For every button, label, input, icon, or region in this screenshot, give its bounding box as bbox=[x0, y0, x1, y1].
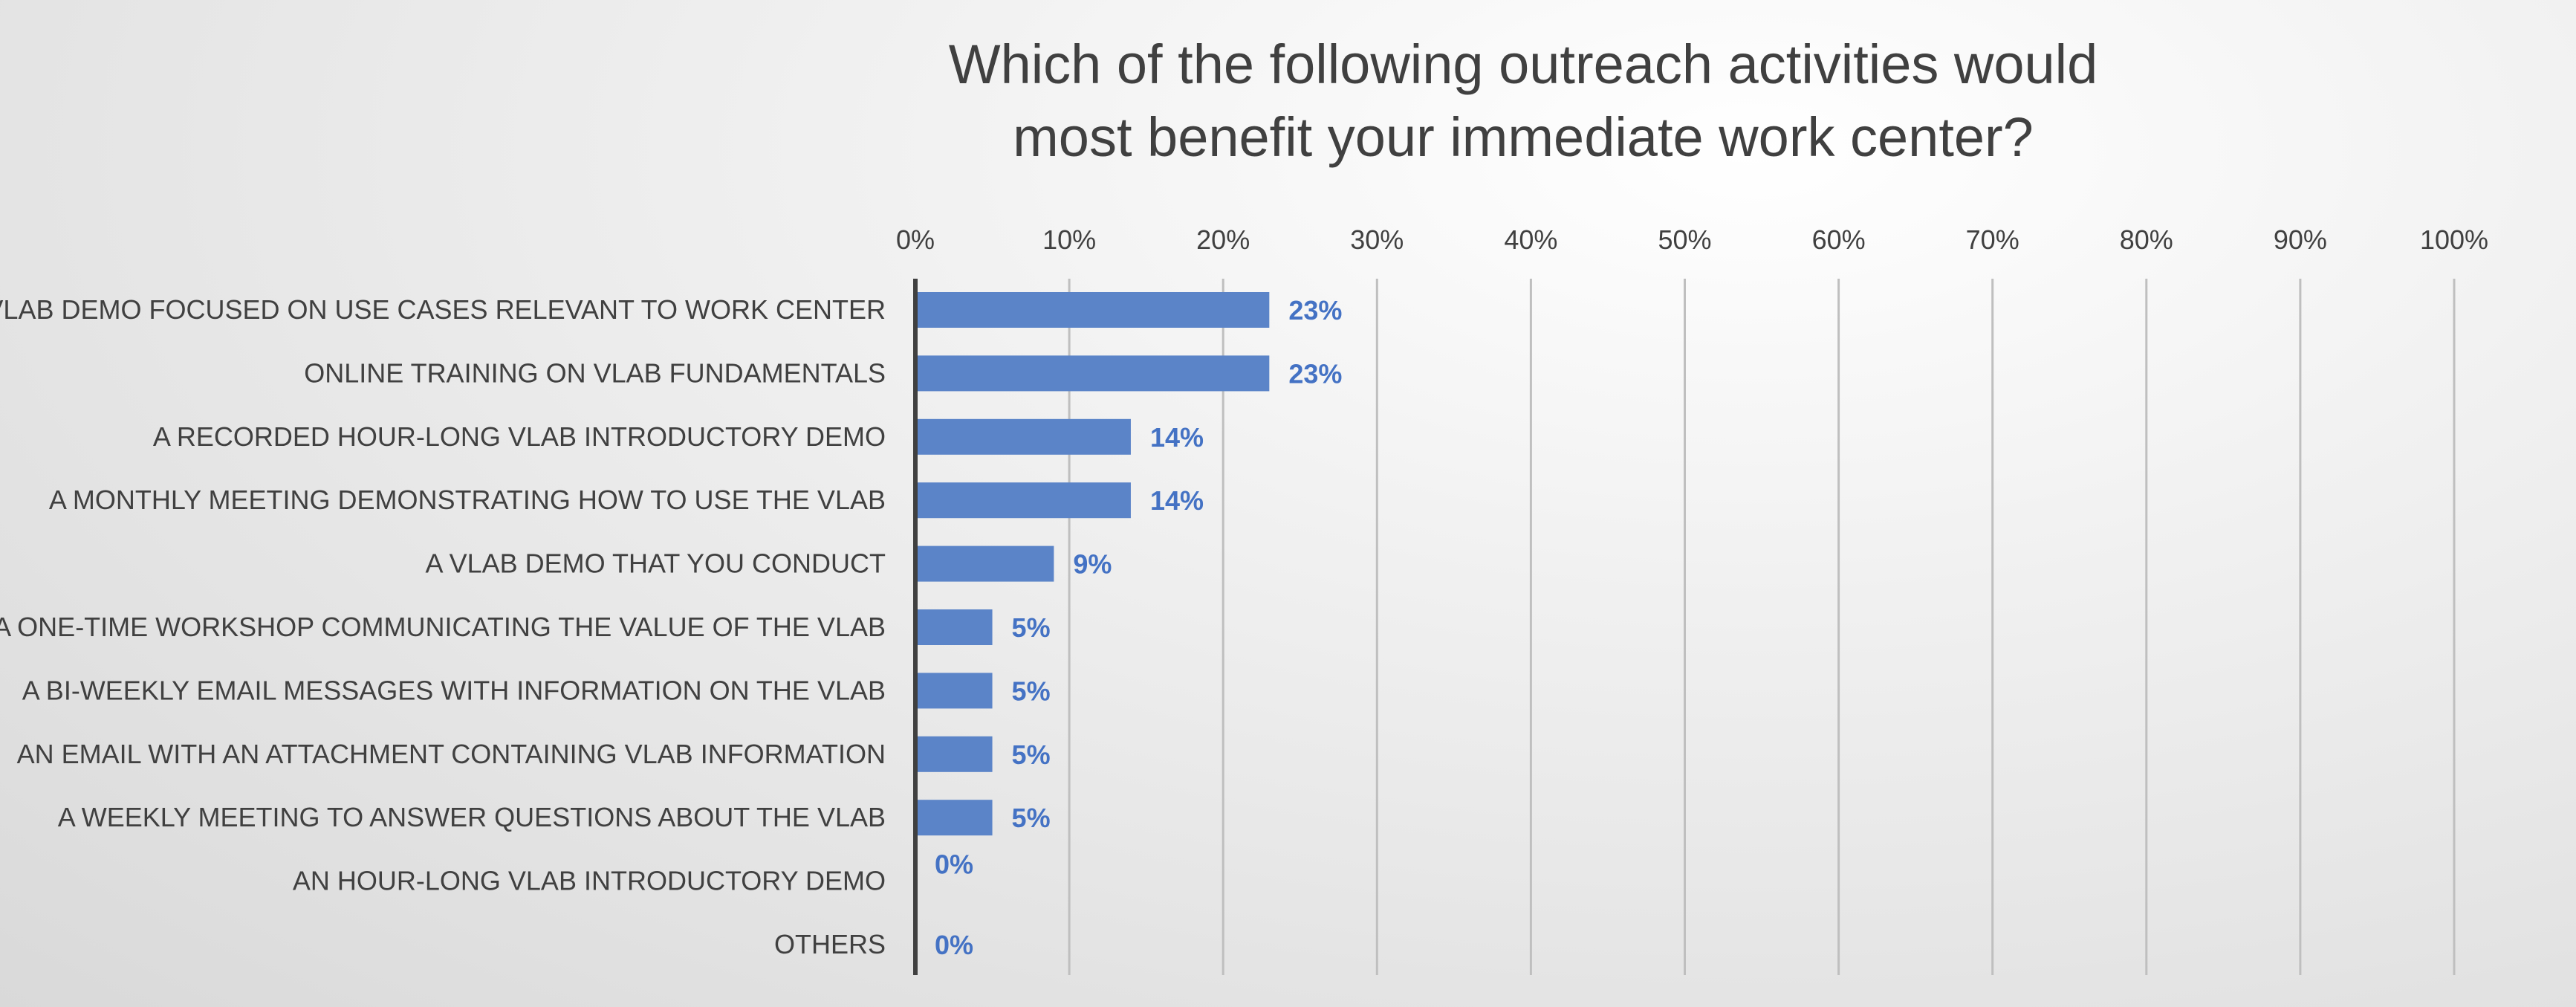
bar bbox=[915, 418, 1131, 455]
x-tick-label: 80% bbox=[2120, 224, 2173, 255]
category-label: AN EMAIL WITH AN ATTACHMENT CONTAINING V… bbox=[17, 739, 886, 769]
x-tick-label: 10% bbox=[1042, 224, 1096, 255]
data-label: 0% bbox=[935, 930, 973, 960]
category-label: A WEEKLY MEETING TO ANSWER QUESTIONS ABO… bbox=[58, 802, 886, 832]
x-tick-label: 50% bbox=[1658, 224, 1711, 255]
data-label: 14% bbox=[1150, 485, 1204, 516]
bar bbox=[915, 545, 1054, 582]
x-tick-label: 70% bbox=[1966, 224, 2019, 255]
x-tick-label: 60% bbox=[1812, 224, 1866, 255]
chart-title: Which of the following outreach activiti… bbox=[949, 33, 2098, 168]
category-label: A BI-WEEKLY EMAIL MESSAGES WITH INFORMAT… bbox=[22, 675, 886, 705]
bar bbox=[915, 609, 993, 645]
data-label: 9% bbox=[1073, 549, 1112, 580]
x-tick-label: 0% bbox=[896, 224, 935, 255]
category-label: AN HOUR-LONG VLAB INTRODUCTORY DEMO bbox=[293, 866, 886, 896]
bar bbox=[915, 482, 1131, 519]
x-tick-label: 100% bbox=[2420, 224, 2488, 255]
bar bbox=[915, 736, 993, 772]
category-label: A VLAB DEMO FOCUSED ON USE CASES RELEVAN… bbox=[0, 294, 886, 325]
data-label: 14% bbox=[1150, 422, 1204, 453]
x-tick-label: 40% bbox=[1504, 224, 1557, 255]
bar bbox=[915, 800, 993, 836]
bar bbox=[915, 355, 1270, 392]
data-label: 5% bbox=[1012, 739, 1051, 770]
data-labels: 23% 23% 14% 14% 9% 5% 5% 5% 5% 0% 0% bbox=[935, 295, 1342, 960]
category-label: ONLINE TRAINING ON VLAB FUNDAMENTALS bbox=[304, 357, 886, 388]
x-axis-ticks: 0% 10% 20% 30% 40% 50% 60% 70% 80% 90% 100% bbox=[896, 224, 2488, 255]
x-tick-label: 30% bbox=[1350, 224, 1404, 255]
bar bbox=[915, 673, 993, 709]
category-label: OTHERS bbox=[774, 929, 886, 959]
category-label: A MONTHLY MEETING DEMONSTRATING HOW TO U… bbox=[49, 485, 886, 515]
category-label: A VLAB DEMO THAT YOU CONDUCT bbox=[426, 548, 886, 579]
data-label: 23% bbox=[1288, 295, 1342, 326]
data-label: 0% bbox=[935, 849, 973, 880]
chart-title-line-2: most benefit your immediate work center? bbox=[1013, 106, 2034, 168]
category-label: A ONE-TIME WORKSHOP COMMUNICATING THE VA… bbox=[0, 612, 886, 642]
category-label: A RECORDED HOUR-LONG VLAB INTRODUCTORY D… bbox=[153, 421, 886, 452]
bars bbox=[915, 292, 1270, 836]
data-label: 5% bbox=[1012, 612, 1051, 643]
x-tick-label: 20% bbox=[1196, 224, 1250, 255]
x-tick-label: 90% bbox=[2274, 224, 2327, 255]
data-label: 5% bbox=[1012, 676, 1051, 706]
bar bbox=[915, 292, 1270, 328]
gridlines bbox=[1068, 279, 2456, 975]
chart-title-line-1: Which of the following outreach activiti… bbox=[949, 33, 2098, 95]
category-labels: A VLAB DEMO FOCUSED ON USE CASES RELEVAN… bbox=[0, 294, 886, 959]
data-label: 23% bbox=[1288, 358, 1342, 389]
data-label: 5% bbox=[1012, 803, 1051, 833]
